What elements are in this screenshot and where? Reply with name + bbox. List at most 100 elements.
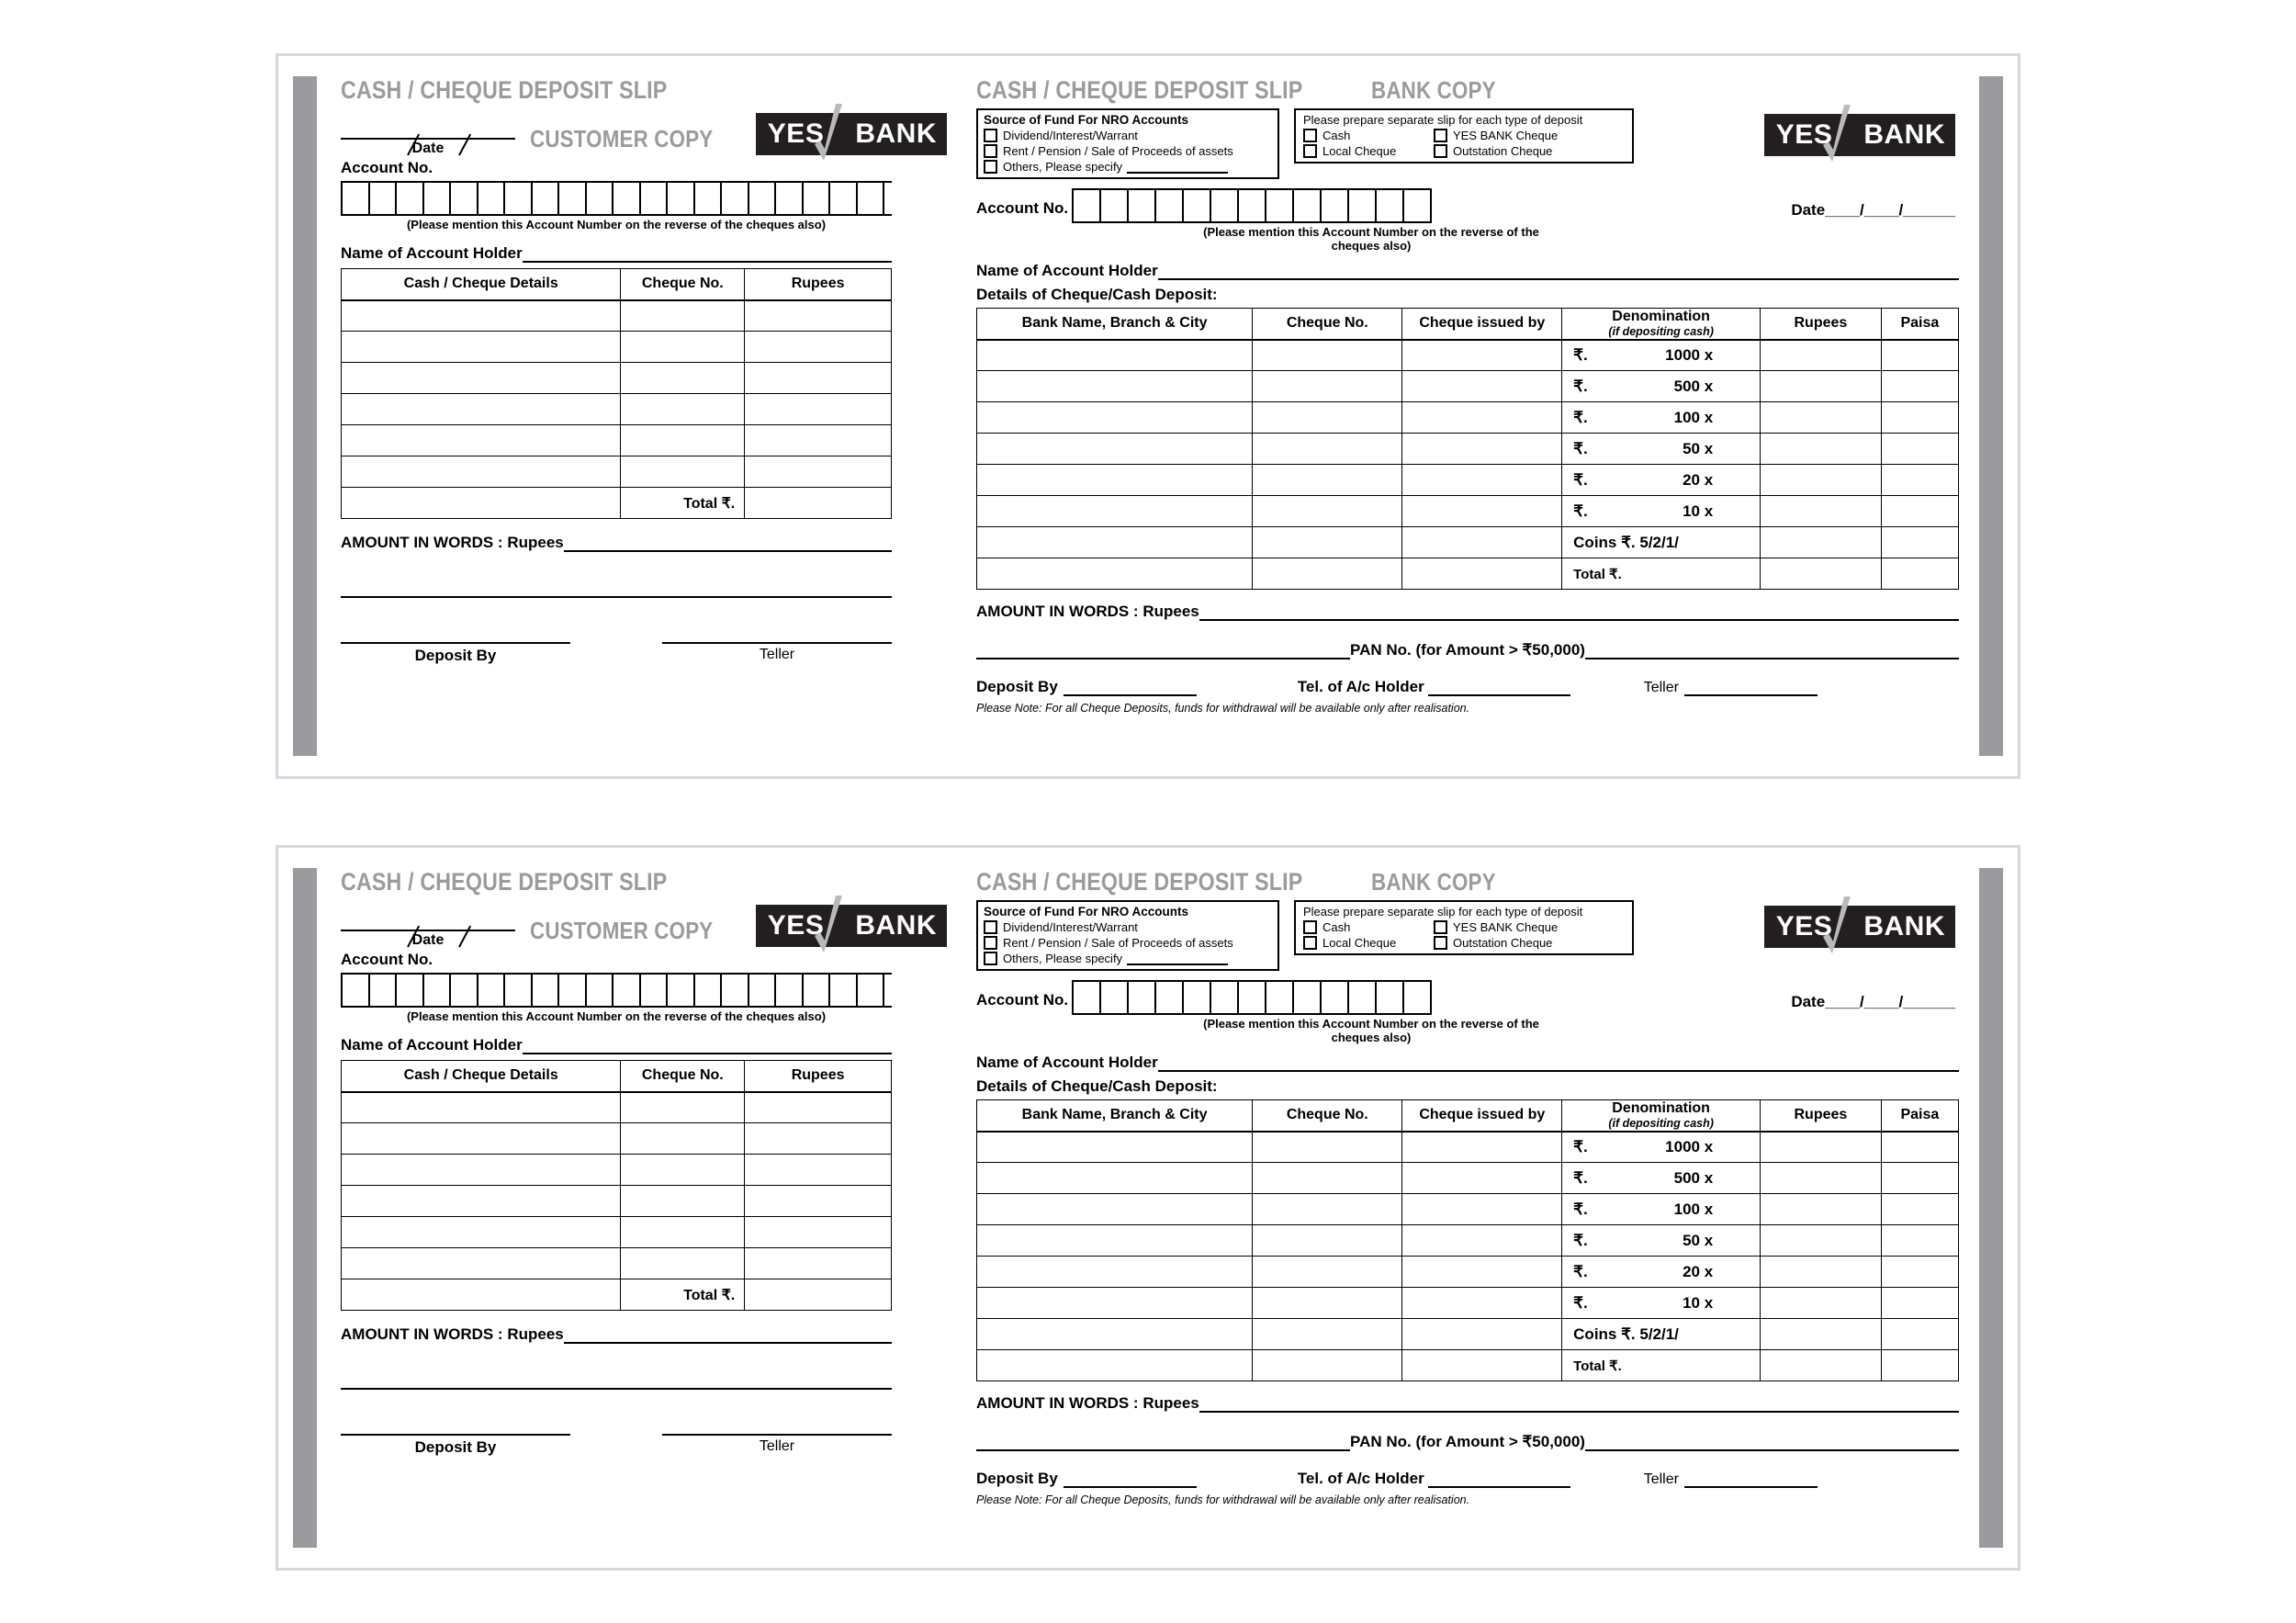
table-row[interactable]: ₹. 50 x [975,1224,1960,1257]
deposit-type-outstation-cheque[interactable]: Outstation Cheque [1434,144,1558,158]
bank-deposit-by-input[interactable] [1063,1470,1197,1488]
deposit-type-cash[interactable]: Cash [1303,920,1434,934]
deposit-type-local-cheque[interactable]: Local Cheque [1303,144,1434,158]
nro-option-others[interactable]: Others, Please specify [984,160,1272,174]
checkbox-cash-icon[interactable] [1303,920,1317,934]
customer-teller-line[interactable] [662,1434,892,1436]
customer-amount-words-input-2[interactable] [341,1371,892,1390]
bank-date-field[interactable]: Date ____/____/______ [1791,993,1955,1011]
nro-option-dividend[interactable]: Dividend/Interest/Warrant [984,920,1272,934]
checkbox-yes-bank-cheque-icon[interactable] [1434,129,1447,142]
nro-others-input[interactable] [1127,952,1229,965]
table-row[interactable] [340,362,892,394]
bank-copy-label: BANK COPY [1371,868,1496,896]
bank-amount-words-input-1[interactable] [1199,603,1959,621]
deposit-type-cash[interactable]: Cash [1303,129,1434,142]
bank-account-number-boxes[interactable] [1072,188,1433,223]
table-row[interactable]: ₹. 50 x [975,433,1960,465]
customer-amount-words-input-1[interactable] [563,534,892,552]
deposit-type-yes-bank-cheque[interactable]: YES BANK Cheque [1434,920,1558,934]
table-total-row[interactable]: Total ₹. [975,1349,1960,1381]
date-field[interactable]: Date [341,904,515,949]
customer-name-input[interactable] [522,244,892,263]
table-row[interactable] [340,1154,892,1186]
table-row[interactable]: ₹. 100 x [975,1193,1960,1225]
nro-option-rent[interactable]: Rent / Pension / Sale of Proceeds of ass… [984,936,1272,950]
table-row[interactable] [340,299,892,332]
header-rupees: Rupees [744,268,892,301]
checkbox-others-icon[interactable] [984,160,997,174]
table-row[interactable]: ₹. 20 x [975,464,1960,496]
table-row[interactable] [340,1185,892,1217]
table-row[interactable] [340,1216,892,1248]
nro-option-rent[interactable]: Rent / Pension / Sale of Proceeds of ass… [984,144,1272,158]
pan-input[interactable] [1584,1433,1959,1451]
bank-amount-words-label: AMOUNT IN WORDS : Rupees [976,1394,1199,1412]
table-row[interactable]: ₹. 20 x [975,1256,1960,1288]
nro-option-others[interactable]: Others, Please specify [984,952,1272,965]
checkbox-dividend-icon[interactable] [984,920,997,934]
table-row[interactable] [340,1091,892,1123]
checkbox-cash-icon[interactable] [1303,129,1317,142]
header-denomination-main: Denomination [1612,309,1710,325]
customer-amount-words-input-2[interactable] [341,580,892,598]
table-row[interactable] [340,1247,892,1279]
table-row[interactable] [340,424,892,456]
checkbox-dividend-icon[interactable] [984,129,997,142]
checkbox-outstation-cheque-icon[interactable] [1434,936,1447,950]
header-denomination-main: Denomination [1612,1100,1710,1117]
bank-date-field[interactable]: Date ____/____/______ [1791,201,1955,220]
checkbox-local-cheque-icon[interactable] [1303,936,1317,950]
checkbox-yes-bank-cheque-icon[interactable] [1434,920,1447,934]
bank-account-number-boxes[interactable] [1072,980,1433,1015]
customer-account-number-boxes[interactable] [341,973,892,1008]
checkbox-others-icon[interactable] [984,952,997,965]
table-row[interactable]: ₹. 1000 x [975,339,1960,371]
bank-teller-input[interactable] [1683,678,1818,696]
table-coins-row[interactable]: Coins ₹. 5/2/1/ [975,1318,1960,1350]
table-total-row[interactable]: Total ₹. [340,1279,892,1311]
customer-name-input[interactable] [522,1036,892,1054]
details-label: Details of Cheque/Cash Deposit: [976,286,1218,303]
customer-account-number-boxes[interactable] [341,181,892,216]
bank-deposit-by-input[interactable] [1063,678,1197,696]
tel-input[interactable] [1427,678,1570,696]
deposit-type-local-cheque[interactable]: Local Cheque [1303,936,1434,950]
customer-amount-words-input-1[interactable] [563,1325,892,1344]
bank-deposit-by-label: Deposit By [976,1470,1058,1487]
checkbox-rent-icon[interactable] [984,144,997,158]
bank-amount-words-input-1[interactable] [1199,1394,1959,1413]
deposit-type-yes-bank-cheque[interactable]: YES BANK Cheque [1434,129,1558,142]
table-row[interactable] [340,393,892,425]
table-row[interactable]: ₹. 10 x [975,495,1960,527]
table-row[interactable]: ₹. 100 x [975,401,1960,434]
bank-teller-input[interactable] [1683,1470,1818,1488]
checkbox-local-cheque-icon[interactable] [1303,144,1317,158]
nro-others-input[interactable] [1127,161,1229,174]
table-total-row[interactable]: Total ₹. [340,487,892,519]
customer-teller-line[interactable] [662,642,892,644]
table-total-row[interactable]: Total ₹. [975,558,1960,590]
table-row[interactable] [340,1122,892,1155]
table-row[interactable]: ₹. 500 x [975,370,1960,402]
checkbox-rent-icon[interactable] [984,936,997,950]
table-coins-row[interactable]: Coins ₹. 5/2/1/ [975,526,1960,558]
table-row[interactable] [340,331,892,363]
customer-amount-words-row: AMOUNT IN WORDS : Rupees [341,534,892,552]
nro-option-dividend[interactable]: Dividend/Interest/Warrant [984,129,1272,142]
tel-input[interactable] [1427,1470,1570,1488]
table-row[interactable]: ₹. 500 x [975,1162,1960,1194]
table-row[interactable]: ₹. 10 x [975,1287,1960,1319]
table-row[interactable]: ₹. 1000 x [975,1131,1960,1163]
deposit-type-outstation-cheque[interactable]: Outstation Cheque [1434,936,1558,950]
bank-amount-words-input-2[interactable] [976,641,1351,659]
bank-amount-words-input-2[interactable] [976,1433,1351,1451]
customer-deposit-by-line[interactable] [341,1434,570,1436]
bank-name-input[interactable] [1157,1054,1959,1072]
customer-deposit-by-line[interactable] [341,642,570,644]
checkbox-outstation-cheque-icon[interactable] [1434,144,1447,158]
bank-name-input[interactable] [1157,262,1959,280]
table-row[interactable] [340,456,892,488]
date-field[interactable]: Date [341,112,515,157]
pan-input[interactable] [1584,641,1959,659]
